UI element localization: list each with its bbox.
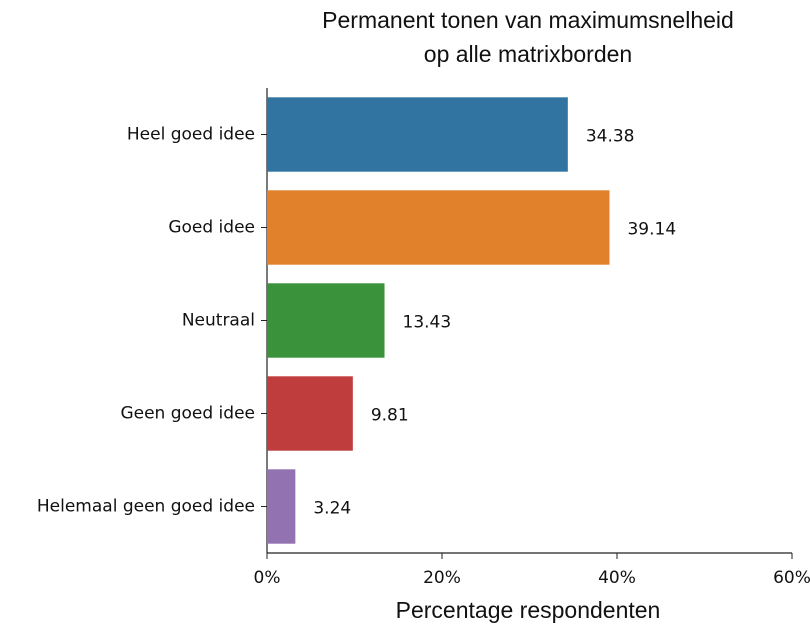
y-tick-label: Helemaal geen goed idee (37, 497, 255, 517)
y-tick-label: Goed idee (168, 218, 255, 238)
bar (267, 376, 353, 451)
bar (267, 469, 296, 544)
value-label: 34.38 (586, 127, 635, 147)
y-tick-label: Geen goed idee (120, 404, 255, 424)
value-label: 9.81 (371, 406, 409, 426)
value-label: 3.24 (313, 499, 351, 519)
x-tick-label: 0% (254, 568, 281, 588)
x-tick-label: 20% (423, 568, 461, 588)
bar (267, 190, 610, 265)
x-tick-label: 60% (773, 568, 810, 588)
value-label: 13.43 (403, 313, 452, 333)
value-label: 39.14 (627, 220, 676, 240)
y-tick-label: Neutraal (182, 311, 255, 331)
chart-title: op alle matrixborden (424, 41, 632, 67)
y-tick-label: Heel goed idee (127, 125, 255, 145)
bar (267, 283, 385, 358)
bar (267, 97, 568, 172)
x-tick-label: 40% (598, 568, 636, 588)
x-axis-label: Percentage respondenten (396, 597, 661, 623)
chart-title: Permanent tonen van maximumsnelheid (322, 7, 734, 33)
